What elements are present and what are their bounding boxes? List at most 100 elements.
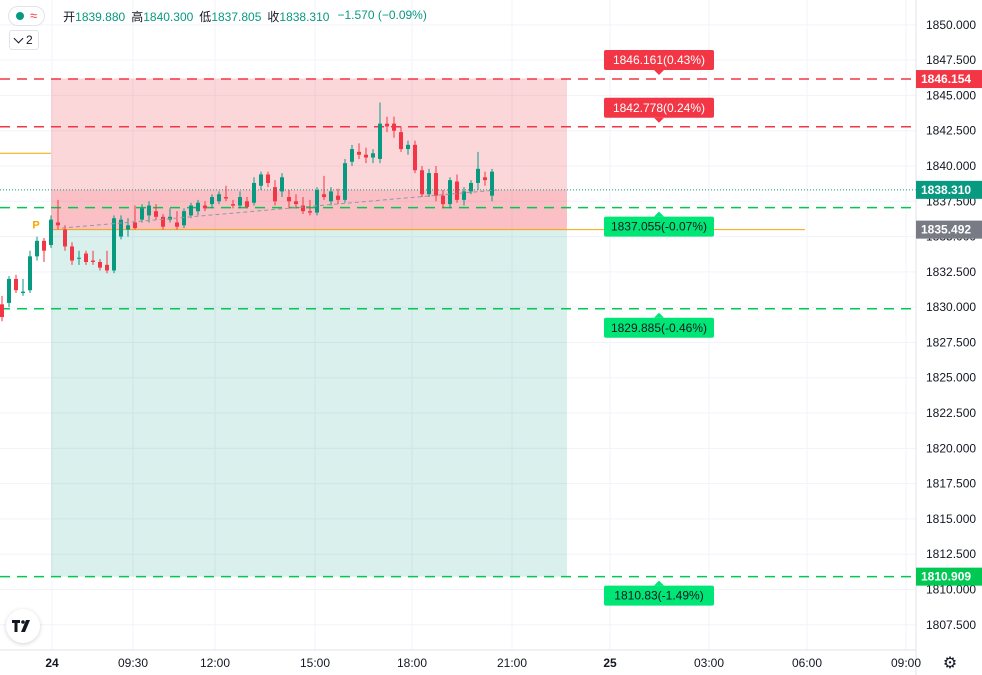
- level-axis-label-text: 1810.909: [921, 570, 971, 584]
- candle-body: [322, 194, 326, 198]
- candle-body: [203, 205, 207, 209]
- ohlc-values: 开1839.880 高1840.300 低1837.805 收1838.310 …: [63, 8, 427, 25]
- ohlc-high: 高1840.300: [131, 9, 194, 24]
- x-tick-label: 25: [603, 656, 617, 670]
- level-box-pointer: [654, 70, 664, 76]
- candle-body: [231, 204, 235, 206]
- y-tick-label: 1810.000: [926, 582, 976, 596]
- level-box-label: 1842.778(0.24%): [613, 101, 705, 115]
- entry-price-axis-label-text: 1835.492: [921, 223, 971, 237]
- level-axis-label-bg: [916, 567, 982, 586]
- wave-icon: ≈: [30, 8, 38, 23]
- candle-body: [357, 151, 361, 155]
- y-tick-label: 1820.000: [926, 441, 976, 455]
- candle-body: [175, 222, 179, 227]
- symbol-legend: ≈ 开1839.880 高1840.300 低1837.805 收1838.31…: [8, 6, 427, 26]
- candle-body: [385, 123, 389, 127]
- x-tick-label: 12:00: [200, 656, 230, 670]
- y-tick-label: 1830.000: [926, 300, 976, 314]
- candle-body: [462, 191, 466, 200]
- price-labels: 1846.161(0.43%) 1842.778(0.24%) 1837.055(-…: [604, 50, 982, 606]
- level-price-box: 1810.83(-1.49%): [604, 580, 714, 606]
- y-tick-label: 1850.000: [926, 18, 976, 32]
- level-box-label: 1829.885(-0.46%): [611, 321, 707, 335]
- candle-body: [315, 190, 319, 213]
- trend-line: [61, 189, 498, 229]
- level-axis-label: 1810.909: [916, 567, 982, 586]
- candle-body: [238, 197, 242, 206]
- candle-body: [483, 177, 487, 181]
- candle-body: [63, 229, 67, 247]
- short-position-tool[interactable]: [0, 78, 805, 577]
- y-tick-label: 1817.500: [926, 477, 976, 491]
- x-tick-label: 06:00: [792, 656, 822, 670]
- y-tick-label: 1842.500: [926, 124, 976, 138]
- candle-body: [490, 171, 494, 196]
- y-tick-label: 1815.000: [926, 512, 976, 526]
- candle-body: [7, 278, 11, 303]
- candle-body: [434, 173, 438, 196]
- level-box-bg: [604, 97, 714, 118]
- last-price-axis-label-text: 1838.310: [921, 183, 971, 197]
- candle-body: [77, 257, 81, 259]
- candle-body: [105, 264, 109, 271]
- candle-body: [196, 202, 200, 212]
- candle-body: [210, 197, 214, 205]
- candle-body: [140, 208, 144, 220]
- candle-body: [84, 253, 88, 262]
- x-tick-label: 03:00: [694, 656, 724, 670]
- candle-body: [14, 278, 18, 291]
- ohlc-low: 低1837.805: [199, 9, 262, 24]
- level-box-pointer: [654, 117, 664, 123]
- level-box-pointer: [654, 312, 664, 318]
- candle-body: [427, 173, 431, 195]
- y-tick-label: 1812.500: [926, 547, 976, 561]
- candle-body: [343, 163, 347, 200]
- candle-body: [273, 187, 277, 202]
- candle-body: [420, 170, 424, 195]
- y-tick-label: 1822.500: [926, 406, 976, 420]
- gear-icon[interactable]: ⚙: [942, 655, 958, 672]
- candle-body: [56, 222, 60, 226]
- ohlc-change: −1.570 (−0.09%): [337, 7, 427, 22]
- y-tick-label: 1840.000: [926, 159, 976, 173]
- last-price-axis-label-bg: [916, 180, 982, 199]
- time-axis[interactable]: 24 09:30 12:00 15:00 18:00 21:00 25 03:00 06:00 0…: [0, 649, 921, 670]
- indicators-toggle-button[interactable]: 2: [9, 30, 39, 50]
- candle-body: [336, 195, 340, 200]
- candle-body: [91, 260, 95, 262]
- symbol-status-pill[interactable]: ≈: [8, 6, 46, 26]
- candle-body: [21, 291, 25, 294]
- y-tick-label: 1807.500: [926, 618, 976, 632]
- dot-icon: [16, 12, 24, 20]
- level-price-box: 1846.161(0.43%): [604, 50, 714, 76]
- candle-body: [161, 216, 165, 227]
- candle-body: [448, 180, 452, 205]
- level-price-box: 1829.885(-0.46%): [604, 312, 714, 338]
- candle-body: [364, 154, 368, 158]
- candle-body: [378, 123, 382, 159]
- candle-body: [0, 304, 4, 318]
- candle-body: [126, 225, 130, 230]
- candle-body: [413, 144, 417, 171]
- entry-price-axis-label: 1835.492: [916, 220, 982, 239]
- candle-body: [280, 177, 284, 192]
- level-box-label: 1837.055(-0.07%): [611, 220, 707, 234]
- y-tick-label: 1832.500: [926, 265, 976, 279]
- tradingview-logo[interactable]: [6, 609, 40, 643]
- candle-body: [476, 168, 480, 183]
- x-tick-label: 15:00: [300, 656, 330, 670]
- last-price-axis-label: 1838.310: [916, 180, 982, 199]
- level-axis-label-bg: [916, 70, 982, 89]
- candle-body: [224, 197, 228, 199]
- level-box-bg: [604, 317, 714, 338]
- candle-body: [455, 181, 459, 200]
- candle-body: [154, 211, 158, 217]
- candle-body: [28, 256, 32, 291]
- candle-body: [371, 153, 375, 158]
- level-price-box: 1842.778(0.24%): [604, 97, 714, 123]
- candle-body: [329, 191, 333, 202]
- candle-body: [112, 218, 116, 271]
- candle-body: [189, 205, 193, 216]
